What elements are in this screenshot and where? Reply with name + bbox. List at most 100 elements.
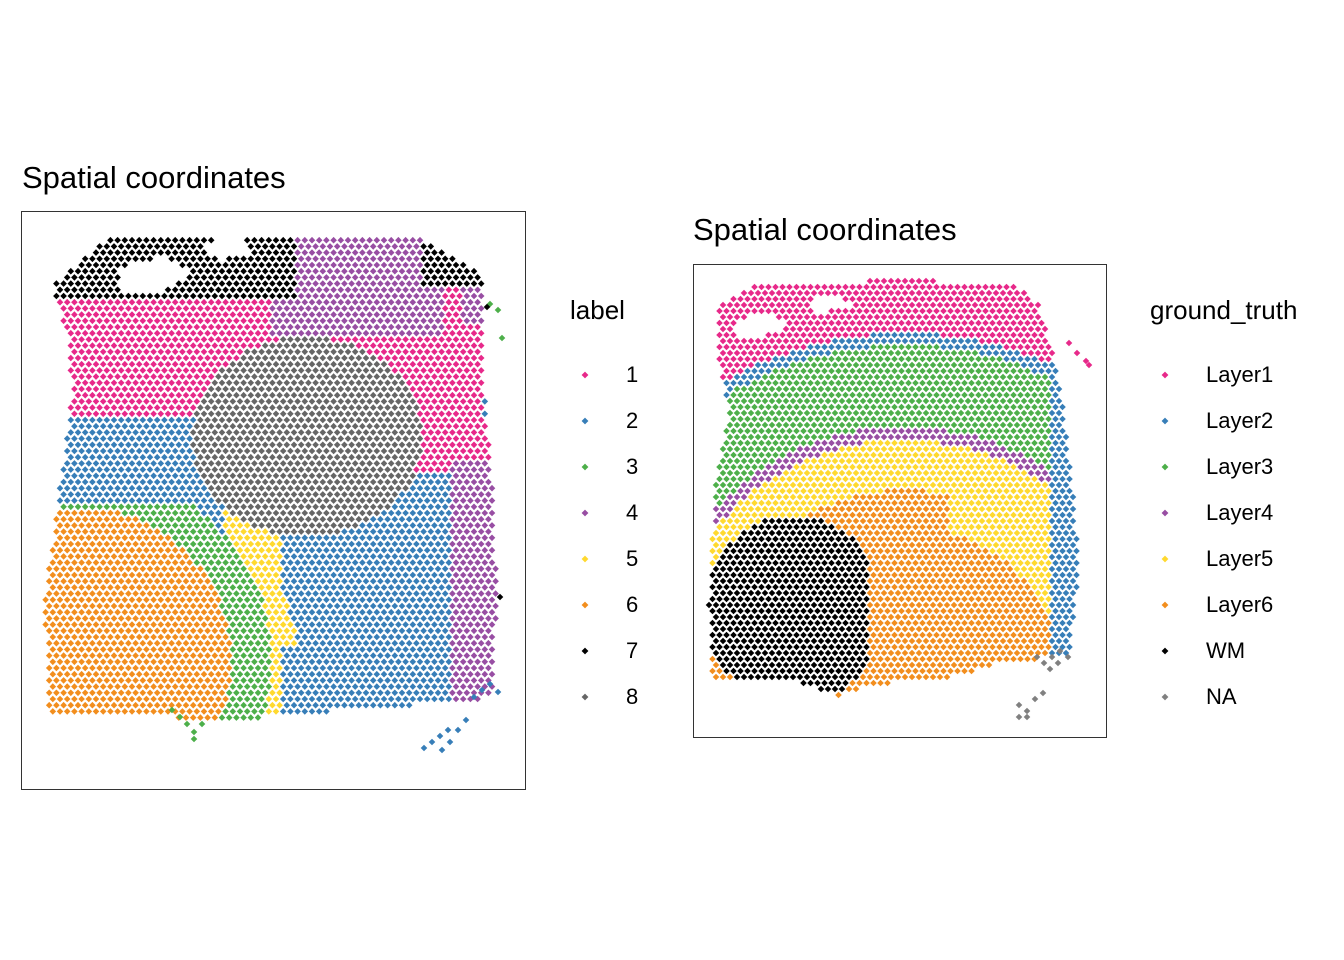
spot-point [204, 615, 211, 622]
spot-point [369, 515, 377, 523]
spot-point [193, 385, 201, 393]
spot-point [175, 441, 183, 449]
spot-point [168, 553, 175, 560]
spot-point [276, 429, 283, 436]
spot-point [99, 546, 107, 554]
spot-point [229, 522, 237, 529]
spot-point [247, 639, 255, 647]
spot-point [53, 627, 60, 635]
spot-point [369, 664, 377, 672]
spot-point [179, 646, 186, 653]
spot-point [474, 348, 481, 356]
spot-point [71, 670, 78, 678]
spot-point [107, 435, 114, 442]
spot-point [384, 664, 391, 672]
spot-point [229, 385, 237, 393]
spot-point [150, 385, 157, 393]
spot-point [765, 307, 772, 315]
spot-point [992, 337, 1000, 345]
spot-point [211, 528, 219, 535]
spot-point [467, 410, 474, 418]
spot-point [427, 317, 435, 325]
spot-point [269, 280, 276, 287]
spot-point [423, 695, 431, 703]
spot-point [150, 522, 157, 529]
spot-point [135, 497, 143, 504]
spot-point [110, 342, 118, 349]
spot-point [344, 472, 352, 480]
spot-point [351, 373, 359, 380]
spot-point [117, 652, 125, 659]
spot-point [139, 701, 147, 709]
spot-point [362, 515, 370, 523]
spot-point [290, 453, 298, 461]
spot-point [175, 553, 183, 560]
spot-point [153, 379, 161, 387]
spot-point [258, 695, 265, 703]
spot-point [427, 267, 435, 275]
spot-point [243, 646, 251, 653]
spot-point [197, 416, 204, 424]
spot-point [161, 553, 168, 560]
spot-point [733, 301, 741, 309]
spot-point [488, 509, 496, 517]
spot-point [186, 621, 193, 628]
spot-point [377, 292, 384, 300]
spot-point [128, 447, 136, 455]
spot-point [254, 565, 262, 573]
spot-point [409, 323, 417, 331]
spot-point [110, 577, 118, 585]
spot-point [323, 298, 330, 306]
spot-point [197, 565, 204, 573]
spot-point [92, 286, 100, 294]
spot-point [207, 460, 215, 467]
spot-point [272, 559, 280, 566]
spot-point [387, 633, 395, 641]
spot-point [842, 319, 849, 327]
spot-point [236, 546, 244, 554]
spot-point [128, 522, 136, 529]
spot-point [128, 708, 136, 715]
spot-point [225, 267, 233, 275]
spot-point [254, 503, 262, 511]
spot-point [71, 708, 78, 715]
spot-point [236, 373, 244, 380]
spot-point [337, 336, 345, 343]
spot-point [887, 337, 895, 345]
spot-point [954, 319, 961, 327]
spot-point [186, 311, 193, 318]
spot-point [207, 683, 215, 690]
spot-point [222, 484, 229, 492]
spot-point [96, 243, 103, 250]
spot-point [269, 292, 276, 300]
spot-point [344, 286, 352, 294]
spot-point [168, 453, 175, 461]
spot-point [78, 633, 85, 641]
spot-point [1006, 325, 1014, 333]
spot-point [78, 410, 85, 418]
spot-point [251, 646, 258, 653]
spot-point [67, 317, 75, 325]
spot-point [1017, 319, 1024, 327]
spot-point [81, 664, 89, 672]
spot-point [251, 398, 258, 405]
spot-point [405, 491, 413, 498]
spot-point [81, 466, 89, 473]
spot-point [377, 478, 384, 486]
spot-point [247, 317, 255, 325]
spot-point [351, 497, 359, 504]
spot-point [1013, 301, 1021, 309]
spot-point [438, 385, 445, 393]
spot-point [290, 329, 298, 337]
spot-point [355, 689, 363, 697]
spot-point [128, 683, 136, 690]
spot-point [880, 313, 888, 321]
spot-point [92, 385, 100, 393]
spot-point [849, 307, 856, 315]
spot-point [186, 534, 193, 542]
spot-point [355, 466, 363, 473]
spot-point [71, 336, 78, 343]
spot-point [258, 534, 265, 542]
spot-point [420, 342, 427, 349]
spot-point [42, 621, 49, 628]
